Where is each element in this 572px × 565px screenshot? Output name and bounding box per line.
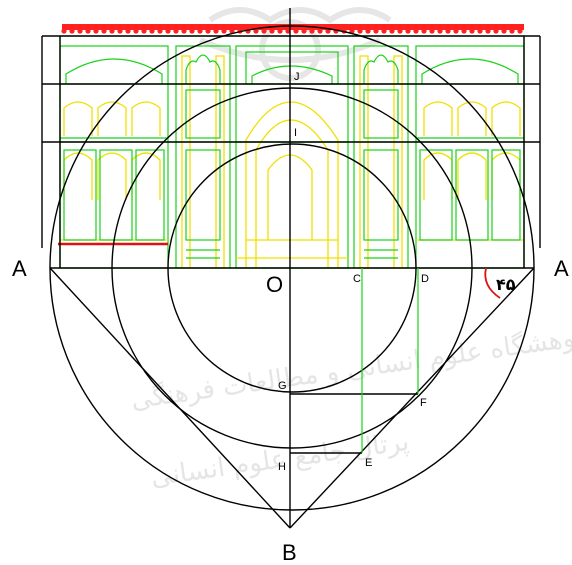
cornice-merlon [501, 28, 507, 34]
cornice-merlon [405, 28, 411, 34]
cornice-merlon [117, 28, 123, 34]
cornice-merlon [413, 28, 419, 34]
cornice-merlon [349, 28, 355, 34]
cornice-merlon [517, 28, 523, 34]
watermark-seal [198, 7, 392, 81]
cornice-merlon [133, 28, 139, 34]
cornice-merlon [181, 28, 187, 34]
cornice-merlon [221, 28, 227, 34]
cornice-merlon [85, 28, 91, 34]
point-labels: A A O B C D G F H E J I ۴۵ [12, 71, 569, 565]
cornice-merlon [477, 28, 483, 34]
cornice-merlon [277, 28, 283, 34]
cornice-merlon [485, 28, 491, 34]
cornice-merlon [197, 28, 203, 34]
green-arches [60, 54, 524, 259]
construction-geometry [41, 8, 541, 529]
label-j: J [294, 71, 300, 83]
label-angle-45: ۴۵ [496, 275, 516, 294]
cornice-merlon [157, 28, 163, 34]
cornice-merlon [301, 28, 307, 34]
cornice-merlon [173, 28, 179, 34]
cornice-merlon [469, 28, 475, 34]
label-i: I [294, 127, 297, 139]
label-e: E [365, 457, 372, 469]
cornice-merlon [381, 28, 387, 34]
red-cornice [61, 24, 524, 34]
cornice-merlon [445, 28, 451, 34]
cornice-merlon [461, 28, 467, 34]
cornice-merlon [109, 28, 115, 34]
cornice-merlon [509, 28, 515, 34]
middle-circle [111, 87, 473, 449]
cornice-merlon [317, 28, 323, 34]
cornice-merlon [269, 28, 275, 34]
watermark-text-1: پژوهشگاه علوم انسانی و مطالعات فرهنگی [129, 320, 572, 416]
cornice-merlon [429, 28, 435, 34]
cornice-merlon [165, 28, 171, 34]
line-a-left-to-b [49, 267, 291, 529]
label-f: F [420, 397, 427, 409]
angle-arc [484, 267, 501, 299]
label-g: G [278, 380, 287, 392]
cornice-merlon [205, 28, 211, 34]
cornice-merlon [453, 28, 459, 34]
label-h: H [278, 461, 286, 473]
cornice-merlon [61, 28, 67, 34]
cornice-merlon [397, 28, 403, 34]
facade-frame [59, 35, 525, 269]
facade-elevation [58, 24, 525, 269]
label-a-right: A [554, 256, 569, 281]
cornice-merlon [125, 28, 131, 34]
cornice-merlon [493, 28, 499, 34]
cornice-merlon [253, 28, 259, 34]
cornice-merlon [149, 28, 155, 34]
cornice-merlon [365, 28, 371, 34]
cornice-merlon [325, 28, 331, 34]
cornice-merlon [69, 28, 75, 34]
cornice-merlon [421, 28, 427, 34]
inner-circle [167, 143, 417, 393]
projection-lines [361, 268, 419, 453]
cornice-merlon [189, 28, 195, 34]
cornice-merlon [357, 28, 363, 34]
cornice-merlon [261, 28, 267, 34]
label-a-left: A [12, 256, 27, 281]
line-a-right-to-b [289, 267, 535, 529]
cornice-merlon [77, 28, 83, 34]
cornice-merlon [101, 28, 107, 34]
cornice-merlon [213, 28, 219, 34]
cornice-merlon [389, 28, 395, 34]
label-c: C [353, 273, 361, 285]
cornice-merlon [309, 28, 315, 34]
cornice-merlon [437, 28, 443, 34]
cornice-merlon [373, 28, 379, 34]
cornice-merlon [293, 28, 299, 34]
cornice-merlon [141, 28, 147, 34]
cornice-band [62, 24, 524, 30]
label-b: B [282, 540, 297, 565]
label-o: O [266, 272, 283, 297]
label-d: D [421, 273, 429, 285]
cornice-merlon [229, 28, 235, 34]
cornice-merlon [93, 28, 99, 34]
